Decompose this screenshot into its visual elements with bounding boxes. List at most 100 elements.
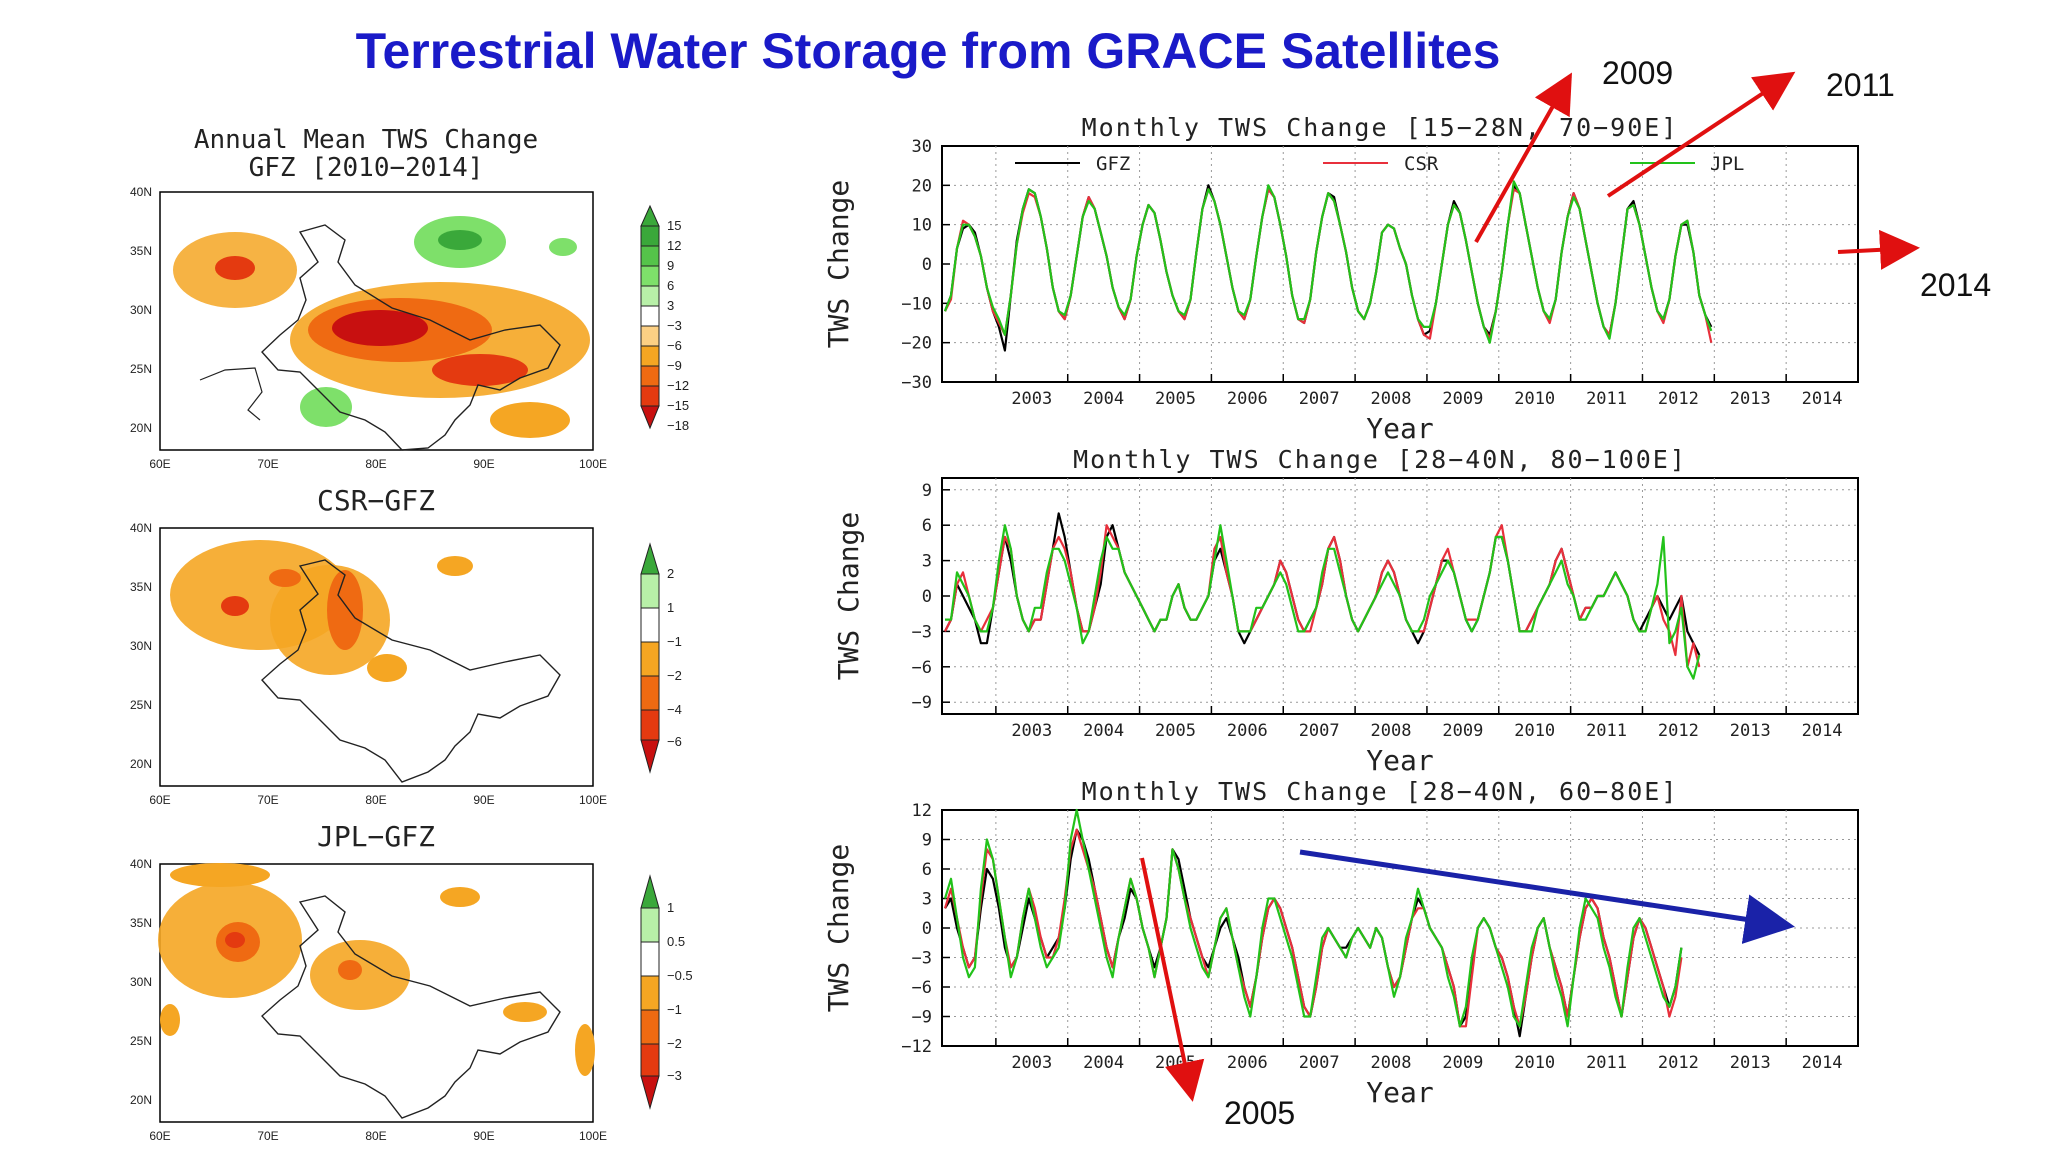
x-tick-label: 2011	[1586, 1053, 1627, 1073]
colorbar-label: −6	[667, 338, 682, 353]
map-jpl-minus-gfz: JPL−GFZ 40N 35N 30N 25N 20N 60E 70E 80E	[130, 820, 693, 1143]
lat-label: 30N	[130, 975, 152, 989]
colorbar-label: −1	[667, 634, 682, 649]
x-tick-label: 2005	[1155, 721, 1196, 741]
x-tick-label: 2008	[1371, 389, 1412, 409]
x-tick-label: 2010	[1514, 1053, 1555, 1073]
map-lat-labels: 40N 35N 30N 25N 20N	[130, 185, 152, 435]
x-tick-label: 2010	[1514, 389, 1555, 409]
map-frame	[159, 527, 594, 787]
y-tick-label: 30	[912, 137, 932, 157]
x-tick-label: 2009	[1442, 389, 1483, 409]
colorbar-label: −18	[667, 418, 689, 433]
y-tick-label: 0	[922, 255, 932, 275]
map-country-outline	[261, 895, 561, 1119]
arrow-2009	[1474, 72, 1572, 243]
x-tick-label: 2007	[1299, 1053, 1340, 1073]
map-drying-patch	[221, 596, 249, 616]
map-drying-patch	[327, 570, 363, 650]
lat-label: 35N	[130, 580, 152, 594]
x-tick-label: 2009	[1442, 1053, 1483, 1073]
x-tick-label: 2010	[1514, 721, 1555, 741]
slide-title: Terrestrial Water Storage from GRACE Sat…	[356, 23, 1501, 79]
series-line-jpl	[943, 180, 1713, 344]
map-lon-labels: 60E 70E 80E 90E 100E	[149, 1129, 607, 1143]
map-lon-labels: 60E 70E 80E 90E 100E	[149, 457, 607, 471]
map-drying-patch	[440, 887, 480, 907]
colorbar-label: 3	[667, 298, 674, 313]
map-lat-labels: 40N 35N 30N 25N 20N	[130, 857, 152, 1107]
x-tick-label: 2003	[1011, 1053, 1052, 1073]
annotation-2005: 2005	[1224, 1095, 1295, 1131]
lon-label: 60E	[149, 1129, 170, 1143]
colorbar-label: −0.5	[667, 968, 693, 983]
x-tick-label: 2014	[1802, 1053, 1843, 1073]
annotation-2009: 2009	[1602, 55, 1673, 91]
annotation-labels: 2009 2011 2014 2005	[1224, 55, 1991, 1131]
map-colorbar-labels: 15 12 9 6 3 −3 −6 −9 −12 −15 −18	[667, 218, 689, 433]
line-chart-2: 9 6 3 0 −3 −6 −9 2003 2004 2005 2006 2007 2008 2009 20…	[832, 445, 1859, 777]
x-tick-label: 2009	[1442, 721, 1483, 741]
x-tick-label: 2013	[1730, 1053, 1771, 1073]
lon-label: 100E	[579, 1129, 607, 1143]
colorbar-label: −2	[667, 1036, 682, 1051]
lat-label: 40N	[130, 857, 152, 871]
y-tick-label: −3	[912, 949, 932, 969]
map-drying-patch	[160, 1004, 180, 1036]
map-drying-patch	[490, 402, 570, 438]
legend-label-jpl: JPL	[1710, 153, 1744, 175]
y-tick-label: 6	[922, 516, 932, 536]
legend-label-csr: CSR	[1404, 153, 1439, 175]
x-tick-label: 2006	[1227, 1053, 1268, 1073]
map-drying-patch	[367, 654, 407, 682]
map-lon-labels: 60E 70E 80E 90E 100E	[149, 793, 607, 807]
lon-label: 70E	[257, 793, 278, 807]
chart-title: Monthly TWS Change [15−28N, 70−90E]	[1082, 113, 1679, 142]
chart-x-label: Year	[1366, 744, 1433, 777]
y-tick-label: 0	[922, 587, 932, 607]
y-tick-label: −9	[912, 1008, 932, 1028]
x-tick-label: 2006	[1227, 389, 1268, 409]
y-tick-label: −30	[901, 373, 932, 393]
map-colorbar	[640, 542, 660, 774]
map-drying-patch	[575, 1024, 595, 1076]
map-drying-patch	[170, 863, 270, 887]
map-colorbar-labels: 1 0.5 −0.5 −1 −2 −3	[667, 900, 693, 1083]
map-country-outline	[261, 559, 561, 783]
annotation-arrows	[1140, 71, 1920, 1102]
x-tick-label: 2005	[1155, 1053, 1196, 1073]
map-csr-minus-gfz: CSR−GFZ 40N 35N 30N 25N 20N 60E 70E 80E …	[130, 484, 682, 807]
chart-legend: GFZ CSR JPL	[1015, 153, 1744, 175]
annotation-2011: 2011	[1826, 67, 1895, 103]
map-drying-patch	[332, 310, 428, 346]
colorbar-label: 9	[667, 258, 674, 273]
lat-label: 20N	[130, 757, 152, 771]
x-tick-label: 2012	[1658, 721, 1699, 741]
colorbar-label: 6	[667, 278, 674, 293]
colorbar-label: −15	[667, 398, 689, 413]
lat-label: 20N	[130, 421, 152, 435]
map-drying-patch	[215, 256, 255, 280]
map-title: CSR−GFZ	[317, 484, 435, 517]
lon-label: 60E	[149, 793, 170, 807]
colorbar-label: 1	[667, 900, 674, 915]
arrow-declining-trend	[1299, 849, 1795, 944]
y-tick-label: −6	[912, 978, 932, 998]
colorbar-label: −9	[667, 358, 682, 373]
y-tick-label: 20	[912, 176, 932, 196]
colorbar-label: 15	[667, 218, 681, 233]
map-title: JPL−GFZ	[317, 820, 435, 853]
series-line-jpl	[945, 524, 1701, 680]
lon-label: 80E	[365, 793, 386, 807]
map-drying-patch	[432, 354, 528, 386]
y-tick-label: 6	[922, 860, 932, 880]
map-subtitle: GFZ [2010−2014]	[249, 153, 484, 183]
arrow-2014	[1837, 229, 1920, 270]
x-tick-label: 2004	[1083, 721, 1124, 741]
map-drying-patch	[437, 556, 473, 576]
map-drying-patch	[225, 932, 245, 948]
colorbar-label: −6	[667, 734, 682, 749]
colorbar-label: 2	[667, 566, 674, 581]
x-tick-label: 2006	[1227, 721, 1268, 741]
